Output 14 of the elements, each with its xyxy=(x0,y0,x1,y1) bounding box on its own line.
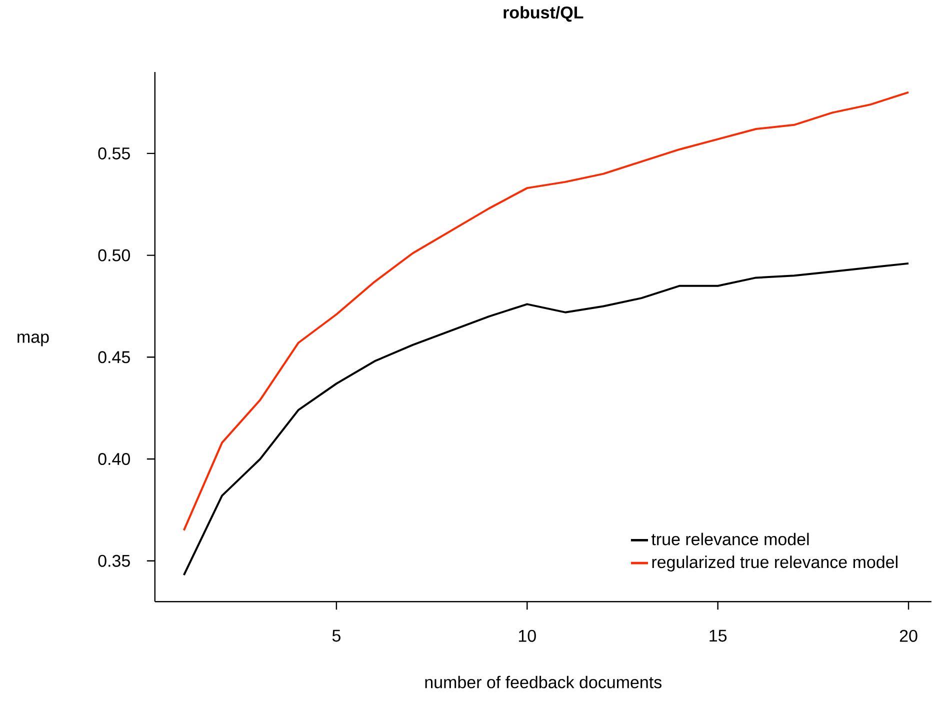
chart-title: robust/QL xyxy=(504,6,584,22)
x-tick-label: 10 xyxy=(518,630,536,642)
x-axis-title: number of feedback documents xyxy=(425,676,662,689)
y-axis-title: map xyxy=(18,334,49,347)
legend-label: true relevance model xyxy=(651,533,809,546)
y-tick-label: 0.45 xyxy=(98,351,130,364)
legend-label: regularized true relevance model xyxy=(652,556,898,572)
y-tick-label: 0.35 xyxy=(98,555,130,568)
y-tick-label: 0.40 xyxy=(98,453,130,466)
y-tick-label: 0.55 xyxy=(98,148,130,160)
y-tick-label: 0.50 xyxy=(98,250,130,262)
x-tick-label: 5 xyxy=(332,630,340,642)
x-tick-label: 15 xyxy=(710,630,727,642)
x-tick-label: 20 xyxy=(900,630,918,642)
